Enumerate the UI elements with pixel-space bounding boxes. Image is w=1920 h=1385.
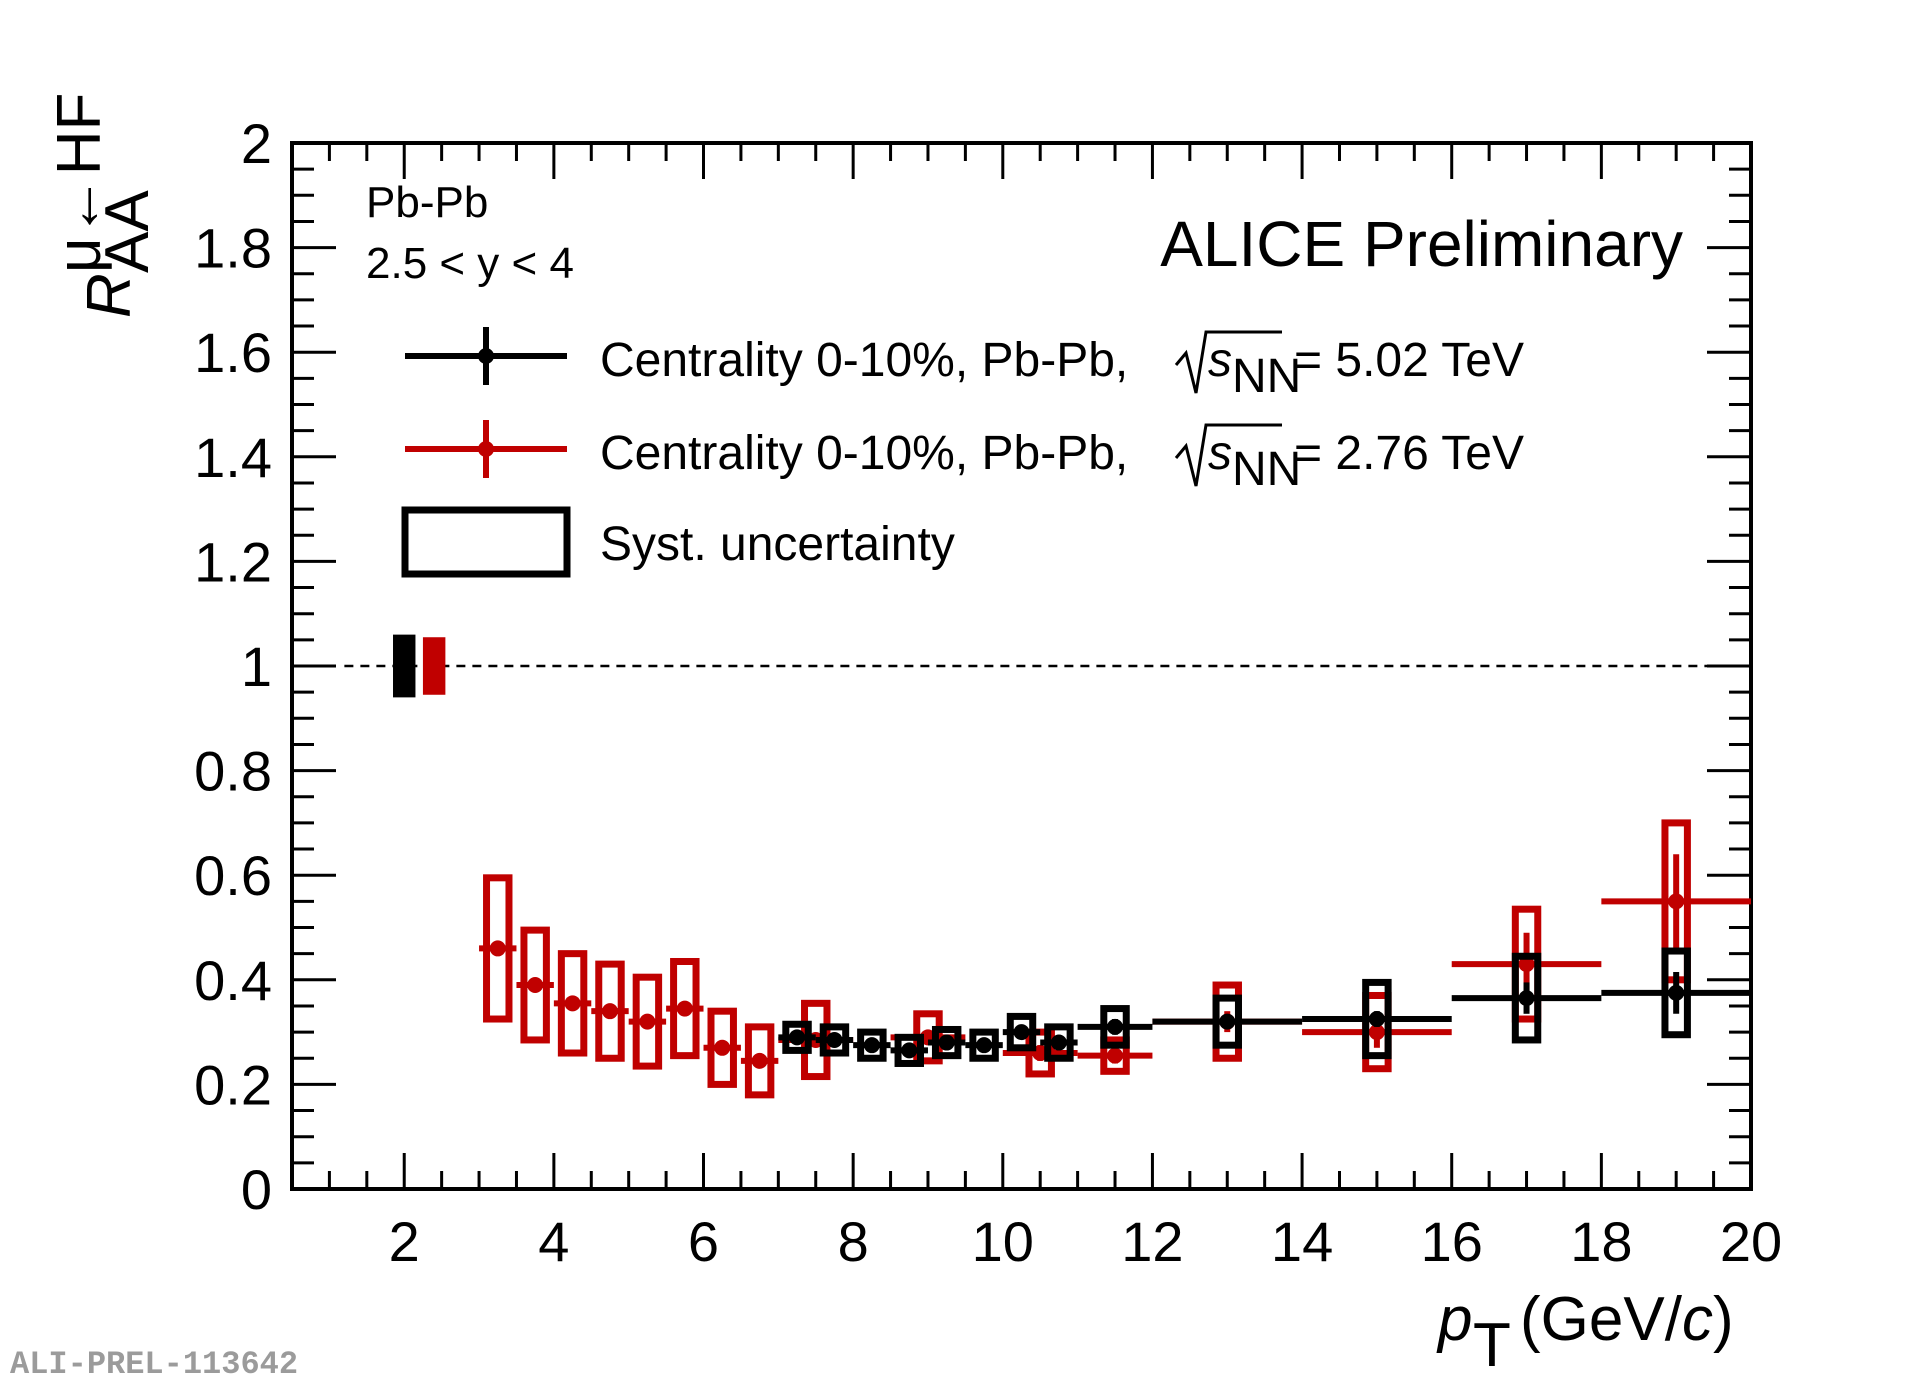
svg-text:Centrality 0-10%, Pb-Pb,: Centrality 0-10%, Pb-Pb, xyxy=(600,427,1128,480)
data-point xyxy=(976,1037,993,1054)
data-point xyxy=(863,1037,880,1054)
y-tick-label: 0 xyxy=(241,1158,272,1221)
data-point xyxy=(1518,990,1535,1007)
svg-text:= 5.02 TeV: = 5.02 TeV xyxy=(1294,334,1524,387)
normalization-uncertainty-boxes xyxy=(393,634,446,698)
y-tick-label: 1.6 xyxy=(194,321,272,384)
x-axis-title: p T (GeV/c) xyxy=(1436,1285,1734,1380)
data-point xyxy=(826,1031,843,1048)
axis-ticks xyxy=(292,141,1753,1191)
legend: Centrality 0-10%, Pb-Pb, s NN = 5.02 TeV… xyxy=(401,327,1524,578)
legend-label-5tev-pre: Centrality 0-10%, Pb-Pb, xyxy=(600,334,1128,387)
svg-text:AA: AA xyxy=(93,190,162,273)
legend-label-syst: Syst. uncertainty xyxy=(600,518,955,571)
data-point xyxy=(601,1003,618,1020)
data-point xyxy=(1518,956,1535,973)
x-tick-label: 6 xyxy=(688,1210,719,1273)
data-point xyxy=(901,1042,918,1059)
legend-label-2tev-post: = 2.76 TeV xyxy=(1294,427,1524,480)
system-label: Pb-Pb xyxy=(366,178,488,227)
legend-sub-5tev: NN xyxy=(1232,350,1301,403)
sqrt-sign-2tev xyxy=(1174,423,1282,487)
data-point xyxy=(1668,893,1685,910)
data-point xyxy=(489,940,506,957)
x-tick-labels: 2 4 6 8 10 12 14 16 18 20 xyxy=(389,1210,1782,1273)
x-tick-label: 10 xyxy=(972,1210,1034,1273)
series-5tev xyxy=(778,947,1751,1067)
legend-marker-point-5tev xyxy=(478,348,494,364)
data-point xyxy=(751,1052,768,1069)
data-point xyxy=(639,1013,656,1030)
y-tick-label: 2 xyxy=(241,112,272,175)
svg-text:s: s xyxy=(1208,334,1232,387)
svg-text:NN: NN xyxy=(1232,350,1301,403)
legend-label-5tev-post: = 5.02 TeV xyxy=(1294,334,1524,387)
y-axis-title: R AA μ←HF xyxy=(45,93,162,318)
y-tick-label: 1 xyxy=(241,635,272,698)
data-series xyxy=(479,819,1751,1099)
legend-entry-5tev: Centrality 0-10%, Pb-Pb, s NN = 5.02 TeV xyxy=(405,327,1524,403)
y-tick-label: 0.8 xyxy=(194,740,272,803)
y-tick-label: 0.6 xyxy=(194,844,272,907)
data-point xyxy=(1368,1011,1385,1028)
y-tick-label: 0.4 xyxy=(194,949,272,1012)
legend-label-2tev-pre: Centrality 0-10%, Pb-Pb, xyxy=(600,427,1128,480)
svg-text:= 2.76 TeV: = 2.76 TeV xyxy=(1294,427,1524,480)
x-tick-label: 8 xyxy=(838,1210,869,1273)
rapidity-label: 2.5 < y < 4 xyxy=(366,239,574,288)
figure-id-label: ALI-PREL-113642 xyxy=(10,1346,299,1383)
legend-entry-2tev: Centrality 0-10%, Pb-Pb, s NN = 2.76 TeV xyxy=(405,420,1524,496)
svg-text:(GeV/c): (GeV/c) xyxy=(1520,1285,1734,1354)
data-point xyxy=(527,977,544,994)
x-tick-label: 2 xyxy=(389,1210,420,1273)
data-point xyxy=(1368,1024,1385,1041)
data-point xyxy=(1050,1034,1067,1051)
legend-sub-2tev: NN xyxy=(1232,443,1301,496)
svg-text:NN: NN xyxy=(1232,443,1301,496)
data-point xyxy=(938,1034,955,1051)
svg-text:Centrality 0-10%, Pb-Pb,: Centrality 0-10%, Pb-Pb, xyxy=(600,334,1128,387)
svg-text:T: T xyxy=(1473,1311,1511,1380)
legend-entry-syst: Syst. uncertainty xyxy=(401,506,955,578)
legend-s-2tev: s xyxy=(1208,427,1232,480)
normalization-box xyxy=(393,634,416,698)
x-tick-label: 14 xyxy=(1271,1210,1333,1273)
x-tick-label: 4 xyxy=(538,1210,569,1273)
svg-text:s: s xyxy=(1208,427,1232,480)
series-2tev xyxy=(479,819,1751,1099)
legend-s-5tev: s xyxy=(1208,334,1232,387)
data-point xyxy=(1668,984,1685,1001)
normalization-box xyxy=(422,637,446,695)
x-tick-label: 18 xyxy=(1570,1210,1632,1273)
y-tick-label: 0.2 xyxy=(194,1053,272,1116)
y-tick-label: 1.2 xyxy=(194,530,272,593)
data-point xyxy=(1107,1047,1124,1064)
y-tick-label: 1.8 xyxy=(194,217,272,280)
y-tick-label: 1.4 xyxy=(194,426,272,489)
data-point xyxy=(714,1039,731,1056)
x-tick-label: 12 xyxy=(1121,1210,1183,1273)
svg-text:p: p xyxy=(1436,1285,1472,1354)
chart-title: ALICE Preliminary xyxy=(1160,208,1683,280)
x-tick-label: 16 xyxy=(1421,1210,1483,1273)
svg-text:Syst. uncertainty: Syst. uncertainty xyxy=(600,518,955,571)
data-point xyxy=(789,1029,806,1046)
sqrt-sign-5tev xyxy=(1174,330,1282,394)
data-point xyxy=(1219,1013,1236,1030)
data-point xyxy=(564,995,581,1012)
svg-text:R: R xyxy=(75,273,144,318)
data-point xyxy=(1013,1024,1030,1041)
legend-marker-point-2tev xyxy=(478,441,494,457)
x-tick-label: 20 xyxy=(1720,1210,1782,1273)
data-point xyxy=(676,1000,693,1017)
data-point xyxy=(1107,1018,1124,1035)
y-tick-labels: 0 0.2 0.4 0.6 0.8 1 1.2 1.4 1.6 1.8 2 xyxy=(194,112,272,1221)
legend-marker-syst-box xyxy=(401,506,571,578)
svg-text:μ←HF: μ←HF xyxy=(45,93,114,273)
